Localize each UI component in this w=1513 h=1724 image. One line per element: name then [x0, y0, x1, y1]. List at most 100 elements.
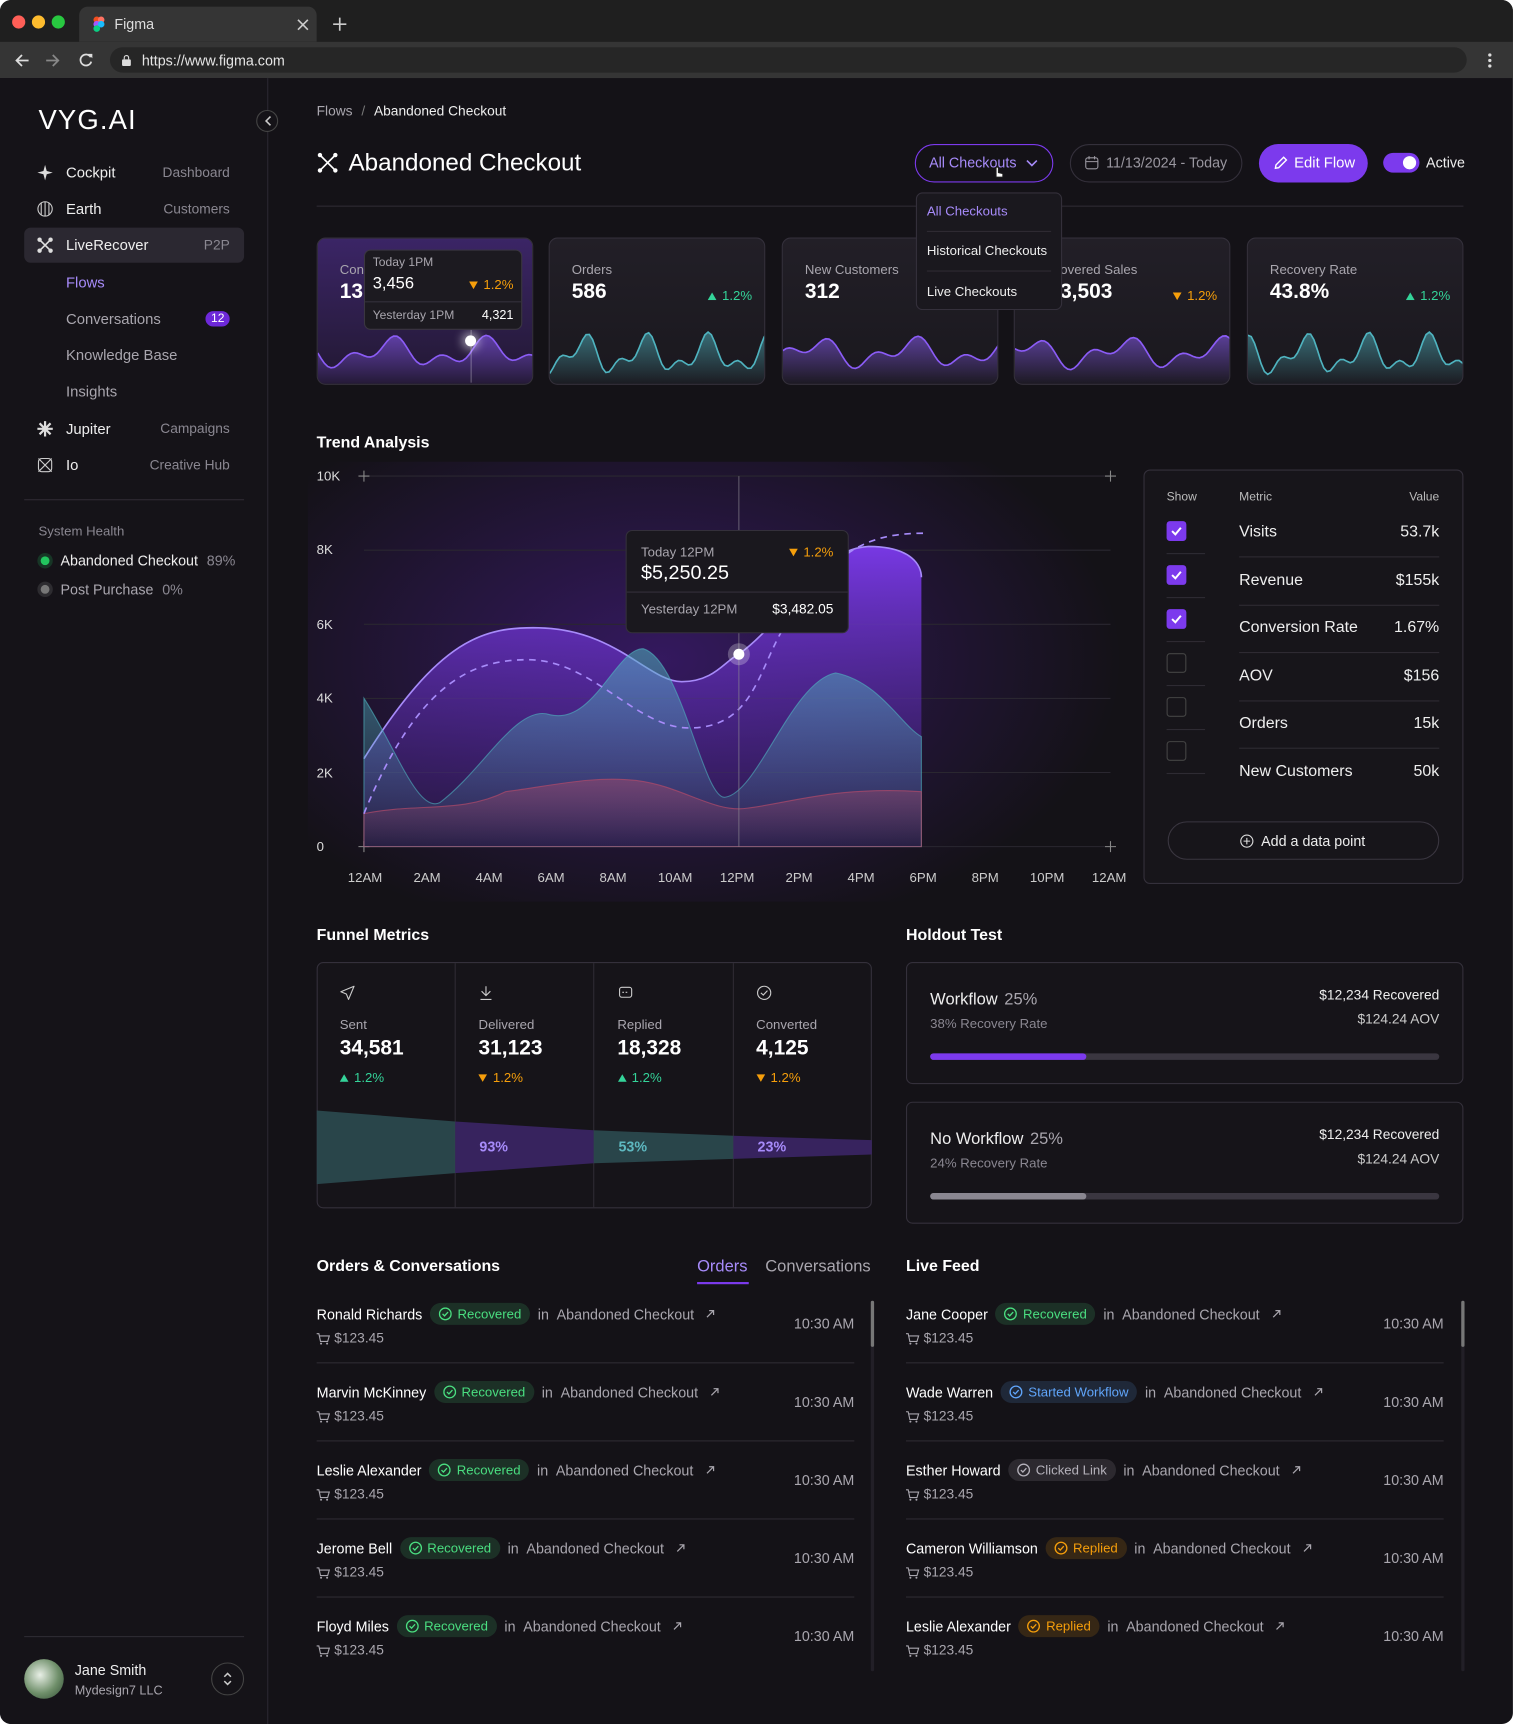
trend-arrow: [469, 280, 478, 289]
row-line: [1166, 553, 1206, 555]
icon-part: [915, 1576, 918, 1579]
breadcrumb-separator: /: [361, 103, 366, 119]
section-title: Live Feed: [905, 1257, 980, 1276]
row-divider: [316, 1596, 855, 1598]
event-time: 10:30 AM: [1383, 1471, 1444, 1489]
person-name: Leslie Alexander: [905, 1617, 1011, 1635]
nav-sub: Creative Hub: [149, 457, 230, 473]
row-divider: [905, 1440, 1444, 1442]
shape: [1009, 1385, 1023, 1399]
feed-row: Cameron Williamson Replied in Abandoned Che…: [906, 1537, 1311, 1560]
external-link: [676, 1544, 685, 1552]
row-line: [1239, 748, 1440, 750]
health-name: Post Purchase: [60, 581, 154, 598]
checkbox[interactable]: [1166, 697, 1187, 717]
dropdown-option[interactable]: All Checkouts: [926, 203, 1008, 219]
kpi-card[interactable]: [1013, 237, 1231, 385]
icon-part: [1274, 156, 1288, 170]
status-label: Recovered: [457, 1306, 522, 1322]
shape: [478, 1073, 488, 1082]
x-tick-label: 8PM: [971, 869, 999, 886]
kpi-card[interactable]: [548, 237, 766, 385]
checkbox[interactable]: [1166, 609, 1187, 629]
shape: [438, 1307, 452, 1321]
kpi-card[interactable]: [781, 237, 999, 385]
dropdown-option[interactable]: Historical Checkouts: [926, 242, 1048, 259]
shape: [789, 548, 798, 556]
feed-row: Jane Cooper Recovered in Abandoned Checkout: [906, 1302, 1281, 1325]
y-tick-label: 8K: [316, 542, 333, 558]
tooltip-value: 3,456: [372, 274, 415, 294]
feed-row: Floyd Miles Recovered in Abandoned Checkout: [317, 1615, 682, 1638]
checkbox[interactable]: [1166, 565, 1187, 585]
icon-part: [1171, 527, 1182, 536]
funnel-segment: [733, 1135, 872, 1159]
kpi-card[interactable]: [1246, 237, 1464, 385]
status-label: Replied: [1073, 1540, 1118, 1556]
icon: [316, 1332, 331, 1345]
row-divider: [316, 1362, 855, 1364]
status-badge[interactable]: Recovered: [995, 1302, 1096, 1325]
event-time: 10:30 AM: [793, 1393, 855, 1411]
hover-point: [733, 648, 745, 660]
x-tick-label: 2AM: [413, 869, 441, 886]
status-badge[interactable]: Replied: [1045, 1537, 1127, 1560]
change-value: 1.2%: [721, 288, 753, 304]
sparkline: [1247, 330, 1463, 384]
row-line: [1166, 728, 1206, 731]
add-button[interactable]: [1167, 821, 1440, 860]
metric-value: 15k: [1413, 715, 1440, 733]
icon-part: [756, 985, 772, 1000]
row-line: [1166, 597, 1206, 599]
status-badge[interactable]: Clicked Link: [1008, 1459, 1116, 1482]
section-title: Trend Analysis: [316, 434, 430, 452]
status-badge[interactable]: Recovered: [396, 1615, 497, 1638]
shape: [317, 334, 533, 369]
icon-part: [618, 986, 632, 998]
trend-arrow: [478, 1073, 488, 1082]
status-icon: [1027, 1619, 1041, 1633]
connector: in: [541, 1383, 553, 1401]
filter-select[interactable]: [914, 144, 1054, 183]
account-switch[interactable]: [211, 1662, 245, 1696]
change-value: 1.2%: [1187, 288, 1218, 304]
change-value: 1.2%: [770, 1069, 801, 1086]
shape: [339, 1073, 349, 1082]
status-icon: [1004, 1307, 1018, 1321]
icon-part: [320, 1420, 323, 1423]
status-label: Recovered: [424, 1618, 488, 1634]
connector: in: [504, 1617, 516, 1635]
flow-name: Abandoned Checkout: [1126, 1617, 1264, 1635]
icon-part: [1025, 159, 1037, 167]
status-badge[interactable]: Recovered: [429, 1459, 530, 1482]
date-select[interactable]: [1069, 144, 1243, 183]
shape: [1405, 291, 1415, 300]
divider: [365, 301, 522, 303]
collapse-button[interactable]: [256, 109, 279, 132]
dropdown-option[interactable]: Live Checkouts: [926, 283, 1018, 300]
external-link: [1303, 1544, 1311, 1552]
row-divider: [905, 1518, 1444, 1520]
status-badge[interactable]: Replied: [1018, 1615, 1100, 1638]
status-badge[interactable]: Recovered: [430, 1302, 531, 1325]
url-field: [109, 47, 1467, 73]
feed-row: Leslie Alexander Recovered in Abandoned Che…: [317, 1459, 715, 1482]
checkbox[interactable]: [1166, 741, 1187, 761]
status-badge[interactable]: Recovered: [433, 1380, 535, 1403]
icon-part: [316, 1410, 331, 1420]
event-time: 10:30 AM: [1383, 1315, 1444, 1333]
change: 1.2%: [478, 1070, 523, 1085]
tab: Conversations: [765, 1257, 871, 1276]
status-badge[interactable]: Started Workflow: [1000, 1380, 1138, 1403]
checkbox[interactable]: [1166, 521, 1187, 541]
icon: [37, 201, 53, 217]
filter-label: All Checkouts: [929, 154, 1017, 171]
flow-name: Abandoned Checkout: [560, 1383, 699, 1401]
icon-part: [40, 240, 51, 251]
icon: [1274, 156, 1288, 170]
status-badge[interactable]: Recovered: [399, 1537, 500, 1560]
checkbox[interactable]: [1166, 653, 1187, 673]
status-label: Recovered: [427, 1540, 492, 1556]
holdout-card: [905, 1101, 1464, 1224]
icon-part: [37, 421, 53, 437]
